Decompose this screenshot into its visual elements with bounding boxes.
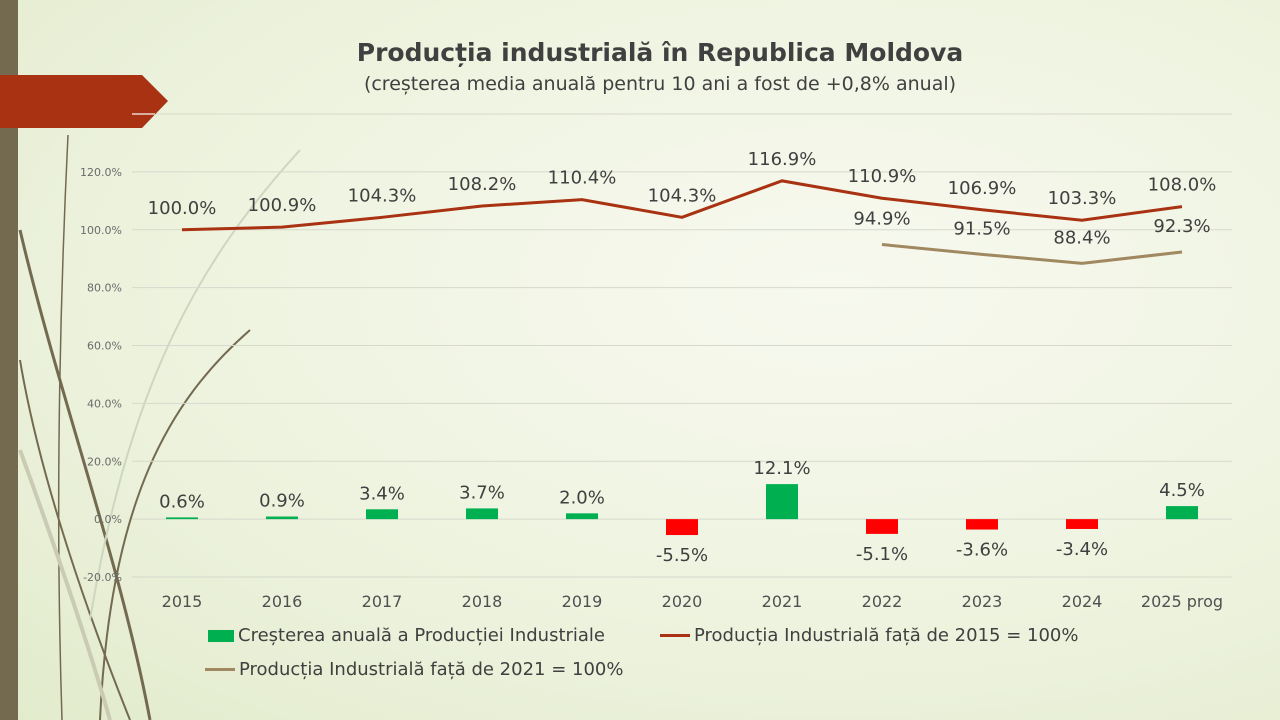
legend-swatch-line	[660, 634, 690, 637]
line-data-label: 94.9%	[853, 209, 910, 230]
bar	[266, 516, 298, 520]
title-banner	[0, 75, 168, 128]
y-tick-label: 80.0%	[87, 282, 122, 295]
legend-swatch-bar	[208, 629, 234, 642]
bar	[1166, 506, 1198, 520]
x-tick-label: 2022	[862, 592, 903, 611]
x-tick-label: 2016	[262, 592, 303, 611]
series-line	[881, 243, 1183, 265]
line-data-label: 108.0%	[1148, 175, 1217, 196]
bar-data-label: -3.4%	[1056, 539, 1108, 560]
x-tick-label: 2020	[662, 592, 703, 611]
x-tick-label: 2021	[762, 592, 803, 611]
y-tick-label: 0.0%	[94, 513, 122, 526]
legend-label: Producția Industrială față de 2015 = 100…	[694, 625, 1079, 646]
x-tick-label: 2019	[562, 592, 603, 611]
bar	[766, 484, 798, 520]
line-data-label: 106.9%	[948, 178, 1017, 199]
line-data-label: 110.4%	[548, 168, 617, 189]
bar	[966, 519, 998, 530]
line-data-label: 88.4%	[1053, 227, 1110, 248]
chart-subtitle: (creșterea media anuală pentru 10 ani a …	[363, 73, 957, 95]
line-data-label: 103.3%	[1048, 188, 1117, 209]
y-tick-label: 60.0%	[87, 340, 122, 353]
line-data-label: 100.0%	[148, 198, 217, 219]
x-tick-label: 2023	[962, 592, 1003, 611]
y-tick-label: 40.0%	[87, 397, 122, 410]
legend-item-2015: Producția Industrială față de 2015 = 100…	[660, 625, 1078, 646]
line-data-label: 116.9%	[748, 149, 817, 170]
legend-label: Creșterea anuală a Producției Industrial…	[238, 625, 606, 646]
y-tick-label: 20.0%	[87, 455, 122, 468]
decorative-stripe	[0, 0, 18, 720]
legend-item-2021: Producția Industrială față de 2021 = 100…	[205, 659, 623, 680]
x-tick-label: 2017	[362, 592, 403, 611]
line-data-label: 100.9%	[248, 195, 317, 216]
line-data-label: 104.3%	[348, 185, 417, 206]
chart-title: Producția industrială în Republica Moldo…	[356, 38, 964, 67]
bar-data-label: 0.9%	[259, 491, 305, 512]
x-tick-label: 2018	[462, 592, 503, 611]
x-tick-label: 2024	[1062, 592, 1103, 611]
bar-data-label: 2.0%	[559, 487, 605, 508]
line-data-label: 92.3%	[1153, 216, 1210, 237]
line-data-label: 108.2%	[448, 174, 517, 195]
bar-data-label: 3.4%	[359, 483, 405, 504]
line-data-label: 104.3%	[648, 185, 717, 206]
legend-swatch-line	[205, 668, 235, 671]
x-tick-label: 2015	[162, 592, 203, 611]
bar-data-label: -5.1%	[856, 544, 908, 565]
y-tick-label: 100.0%	[80, 224, 122, 237]
legend-item-growth: Creșterea anuală a Producției Industrial…	[208, 625, 605, 646]
bar-data-label: 4.5%	[1159, 480, 1205, 501]
y-tick-label: 120.0%	[80, 166, 122, 179]
bar	[666, 519, 698, 536]
bar	[566, 513, 598, 520]
bar-data-label: 12.1%	[753, 458, 810, 479]
line-data-label: 91.5%	[953, 218, 1010, 239]
y-tick-label: -20.0%	[83, 571, 122, 584]
x-tick-label: 2025 prog	[1141, 592, 1223, 611]
bar	[366, 509, 398, 520]
bar-data-label: 3.7%	[459, 482, 505, 503]
line-data-label: 110.9%	[848, 166, 917, 187]
bar	[166, 517, 198, 520]
legend-label: Producția Industrială față de 2021 = 100…	[239, 659, 624, 680]
bar-data-label: 0.6%	[159, 491, 205, 512]
bar-data-label: -3.6%	[956, 540, 1008, 561]
bar	[1066, 519, 1098, 529]
decorative-curves	[18, 134, 301, 720]
bar	[866, 519, 898, 534]
bar-data-label: -5.5%	[656, 545, 708, 566]
bar	[466, 508, 498, 520]
